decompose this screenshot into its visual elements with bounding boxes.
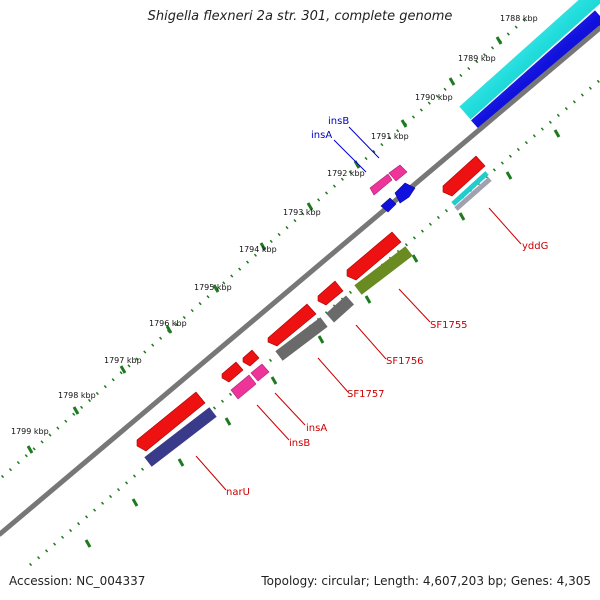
tick (131, 498, 139, 507)
insA-forward-connector (333, 139, 367, 173)
SF1757-label[interactable]: SF1757 (347, 389, 385, 400)
SF1755-feature[interactable] (346, 231, 402, 281)
label-connectors (195, 126, 522, 491)
insB-forward-feature[interactable] (369, 173, 393, 196)
tick (72, 406, 80, 415)
insB-reverse-feature-2[interactable] (250, 363, 270, 382)
yddG-label[interactable]: yddG (522, 241, 548, 252)
SF1757-gray-track (275, 317, 328, 361)
insB-reverse-label[interactable]: insB (289, 438, 310, 449)
narU-connector (195, 455, 227, 491)
feature-labels: insB insA yddG SF1755 SF1756 SF1757 insA… (226, 116, 548, 498)
tick (505, 171, 513, 180)
scale-label: 1788 kbp (500, 14, 538, 23)
genome-summary-text: Topology: circular; Length: 4,607,203 bp… (261, 574, 591, 588)
SF1756-feature[interactable] (317, 280, 344, 306)
SF1756-label[interactable]: SF1756 (386, 356, 424, 367)
scale-label: 1791 kbp (371, 132, 409, 141)
tick (224, 417, 232, 426)
insB-forward-connector (348, 126, 380, 159)
tick (84, 539, 92, 548)
insA-reverse-feature-1[interactable] (221, 361, 244, 383)
forward-ins-cluster (369, 164, 416, 213)
top-tracks (459, 0, 600, 132)
tick (165, 325, 173, 334)
SF1755-label[interactable]: SF1755 (430, 320, 468, 331)
inner-major-ticks (84, 129, 561, 548)
yddG-gray-track (454, 177, 492, 211)
blue-track (471, 10, 600, 132)
scale-label: 1799 kbp (11, 427, 49, 436)
tick (270, 376, 278, 385)
tick (119, 365, 127, 374)
tick (212, 284, 220, 293)
tick (400, 119, 408, 128)
tick (177, 458, 185, 467)
scale-label: 1793 kbp (283, 208, 321, 217)
insB-blue-feature[interactable] (380, 197, 397, 213)
tick (495, 36, 503, 45)
insB-reverse-feature-1[interactable] (230, 374, 257, 400)
scale-labels: 1788 kbp 1789 kbp 1790 kbp 1791 kbp 1792… (11, 14, 538, 436)
tick (411, 254, 419, 263)
scale-label: 1792 kbp (327, 169, 365, 178)
insB-reverse-connector (256, 404, 290, 441)
narU-feature[interactable] (136, 391, 206, 452)
tick (259, 242, 267, 251)
SF1755-green-track (354, 246, 413, 295)
tick (317, 335, 325, 344)
yddG-feature[interactable] (442, 155, 486, 197)
insA-blue-feature[interactable] (394, 182, 416, 204)
insA-forward-label[interactable]: insA (311, 130, 332, 141)
tick (448, 77, 456, 86)
insA-reverse-feature-2[interactable] (242, 349, 260, 367)
scale-label: 1795 kbp (194, 283, 232, 292)
outer-scale-line (1, 13, 531, 479)
insA-forward-feature[interactable] (388, 164, 408, 182)
scale-label: 1796 kbp (149, 319, 187, 328)
scale-label: 1798 kbp (58, 391, 96, 400)
tick (364, 295, 372, 304)
SF1755-connector (398, 288, 431, 323)
tick (306, 202, 314, 211)
tick (458, 212, 466, 221)
insB-forward-label[interactable]: insB (328, 116, 349, 127)
yddG-connector (488, 207, 522, 245)
yddG-cyan-track (451, 171, 489, 206)
reverse-features (136, 155, 492, 467)
genome-backbone (0, 25, 600, 537)
scale-label: 1790 kbp (415, 93, 453, 102)
accession-text: Accession: NC_004337 (9, 574, 146, 588)
narU-label[interactable]: narU (226, 487, 250, 498)
narU-navy-track (144, 407, 217, 467)
scale-label: 1789 kbp (458, 54, 496, 63)
map-title: Shigella flexneri 2a str. 301, complete … (147, 9, 453, 24)
SF1756-gray-track (325, 295, 355, 323)
SF1757-connector (317, 357, 349, 393)
insA-reverse-label[interactable]: insA (306, 423, 327, 434)
insA-reverse-connector (274, 392, 306, 426)
SF1756-connector (355, 324, 387, 360)
SF1757-feature[interactable] (267, 303, 317, 347)
tick (553, 129, 561, 138)
scale-label: 1794 kbp (239, 245, 277, 254)
scale-label: 1797 kbp (104, 356, 142, 365)
tick (26, 445, 34, 454)
cyan-track (459, 0, 600, 120)
